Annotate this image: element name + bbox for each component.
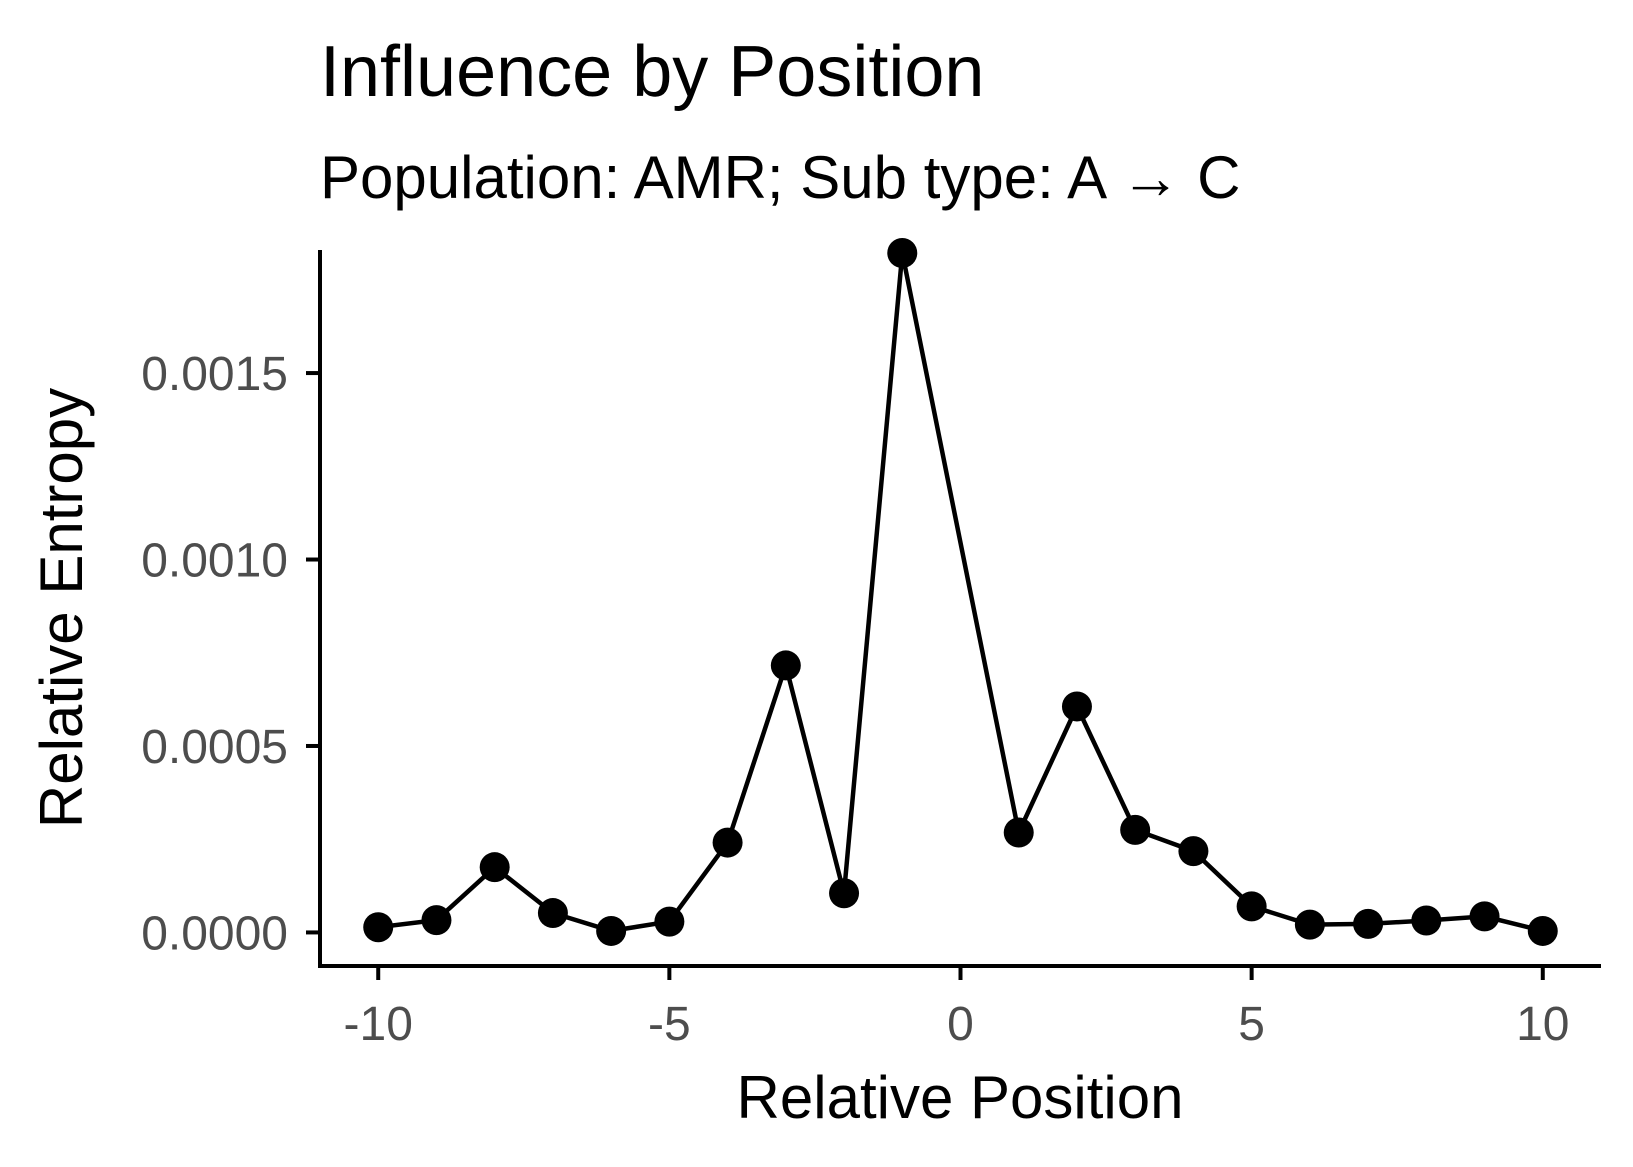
data-point [363,912,394,943]
series-line [377,252,1544,934]
x-tick-label: -5 [648,998,691,1051]
x-tick-label: 0 [947,998,974,1051]
x-ticks: -10 -5 0 5 10 [344,966,1569,1051]
x-axis-label: Relative Position [737,1064,1184,1131]
data-point [1236,891,1267,922]
x-tick-label: 10 [1516,998,1569,1051]
data-point [1178,836,1209,867]
data-point [829,878,860,909]
chart-title: Influence by Position [320,32,984,112]
data-point [1411,905,1442,936]
data-point [1527,915,1558,946]
y-tick-label: 0.0010 [141,535,288,588]
data-points [363,237,1558,946]
data-point [537,898,568,929]
plot-area: 0.0000 0.0005 0.0010 0.0015 -10 -5 0 5 10 [141,237,1601,1051]
data-point [421,905,452,936]
y-ticks: 0.0000 0.0005 0.0010 0.0015 [141,348,320,960]
chart-subtitle: Population: AMR; Sub type: A → C [320,144,1241,211]
data-point [1061,691,1092,722]
x-tick-label: 5 [1238,998,1265,1051]
y-tick-label: 0.0015 [141,348,288,401]
data-point [887,237,918,268]
y-tick-label: 0.0005 [141,721,288,774]
data-point [1294,909,1325,940]
data-point [1353,908,1384,939]
data-point [596,915,627,946]
data-point [1120,814,1151,845]
data-point [654,906,685,937]
y-tick-label: 0.0000 [141,907,288,960]
x-tick-label: -10 [344,998,413,1051]
data-point [1469,901,1500,932]
data-point [712,827,743,858]
data-point [770,650,801,681]
y-axis-label: Relative Entropy [28,388,95,828]
data-point [479,852,510,883]
data-point [1003,817,1034,848]
